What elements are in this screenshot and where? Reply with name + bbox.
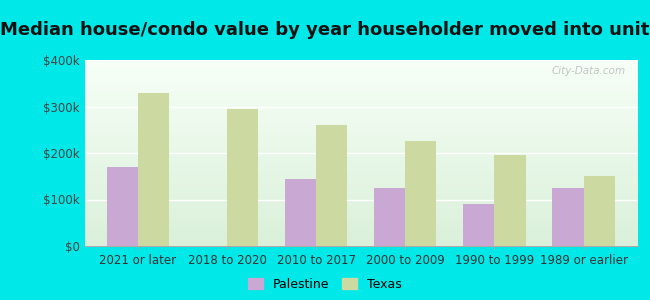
Text: City-Data.com: City-Data.com: [552, 66, 626, 76]
Bar: [107, 167, 138, 246]
Bar: [463, 204, 495, 246]
Bar: [495, 155, 526, 246]
Text: Median house/condo value by year householder moved into unit: Median house/condo value by year househo…: [0, 21, 650, 39]
Bar: [406, 141, 437, 246]
Bar: [316, 125, 347, 246]
Bar: [138, 92, 169, 246]
Bar: [227, 109, 258, 246]
Bar: [552, 188, 584, 246]
Bar: [374, 188, 406, 246]
Legend: Palestine, Texas: Palestine, Texas: [248, 278, 402, 291]
Bar: [285, 178, 316, 246]
Bar: [584, 176, 615, 246]
